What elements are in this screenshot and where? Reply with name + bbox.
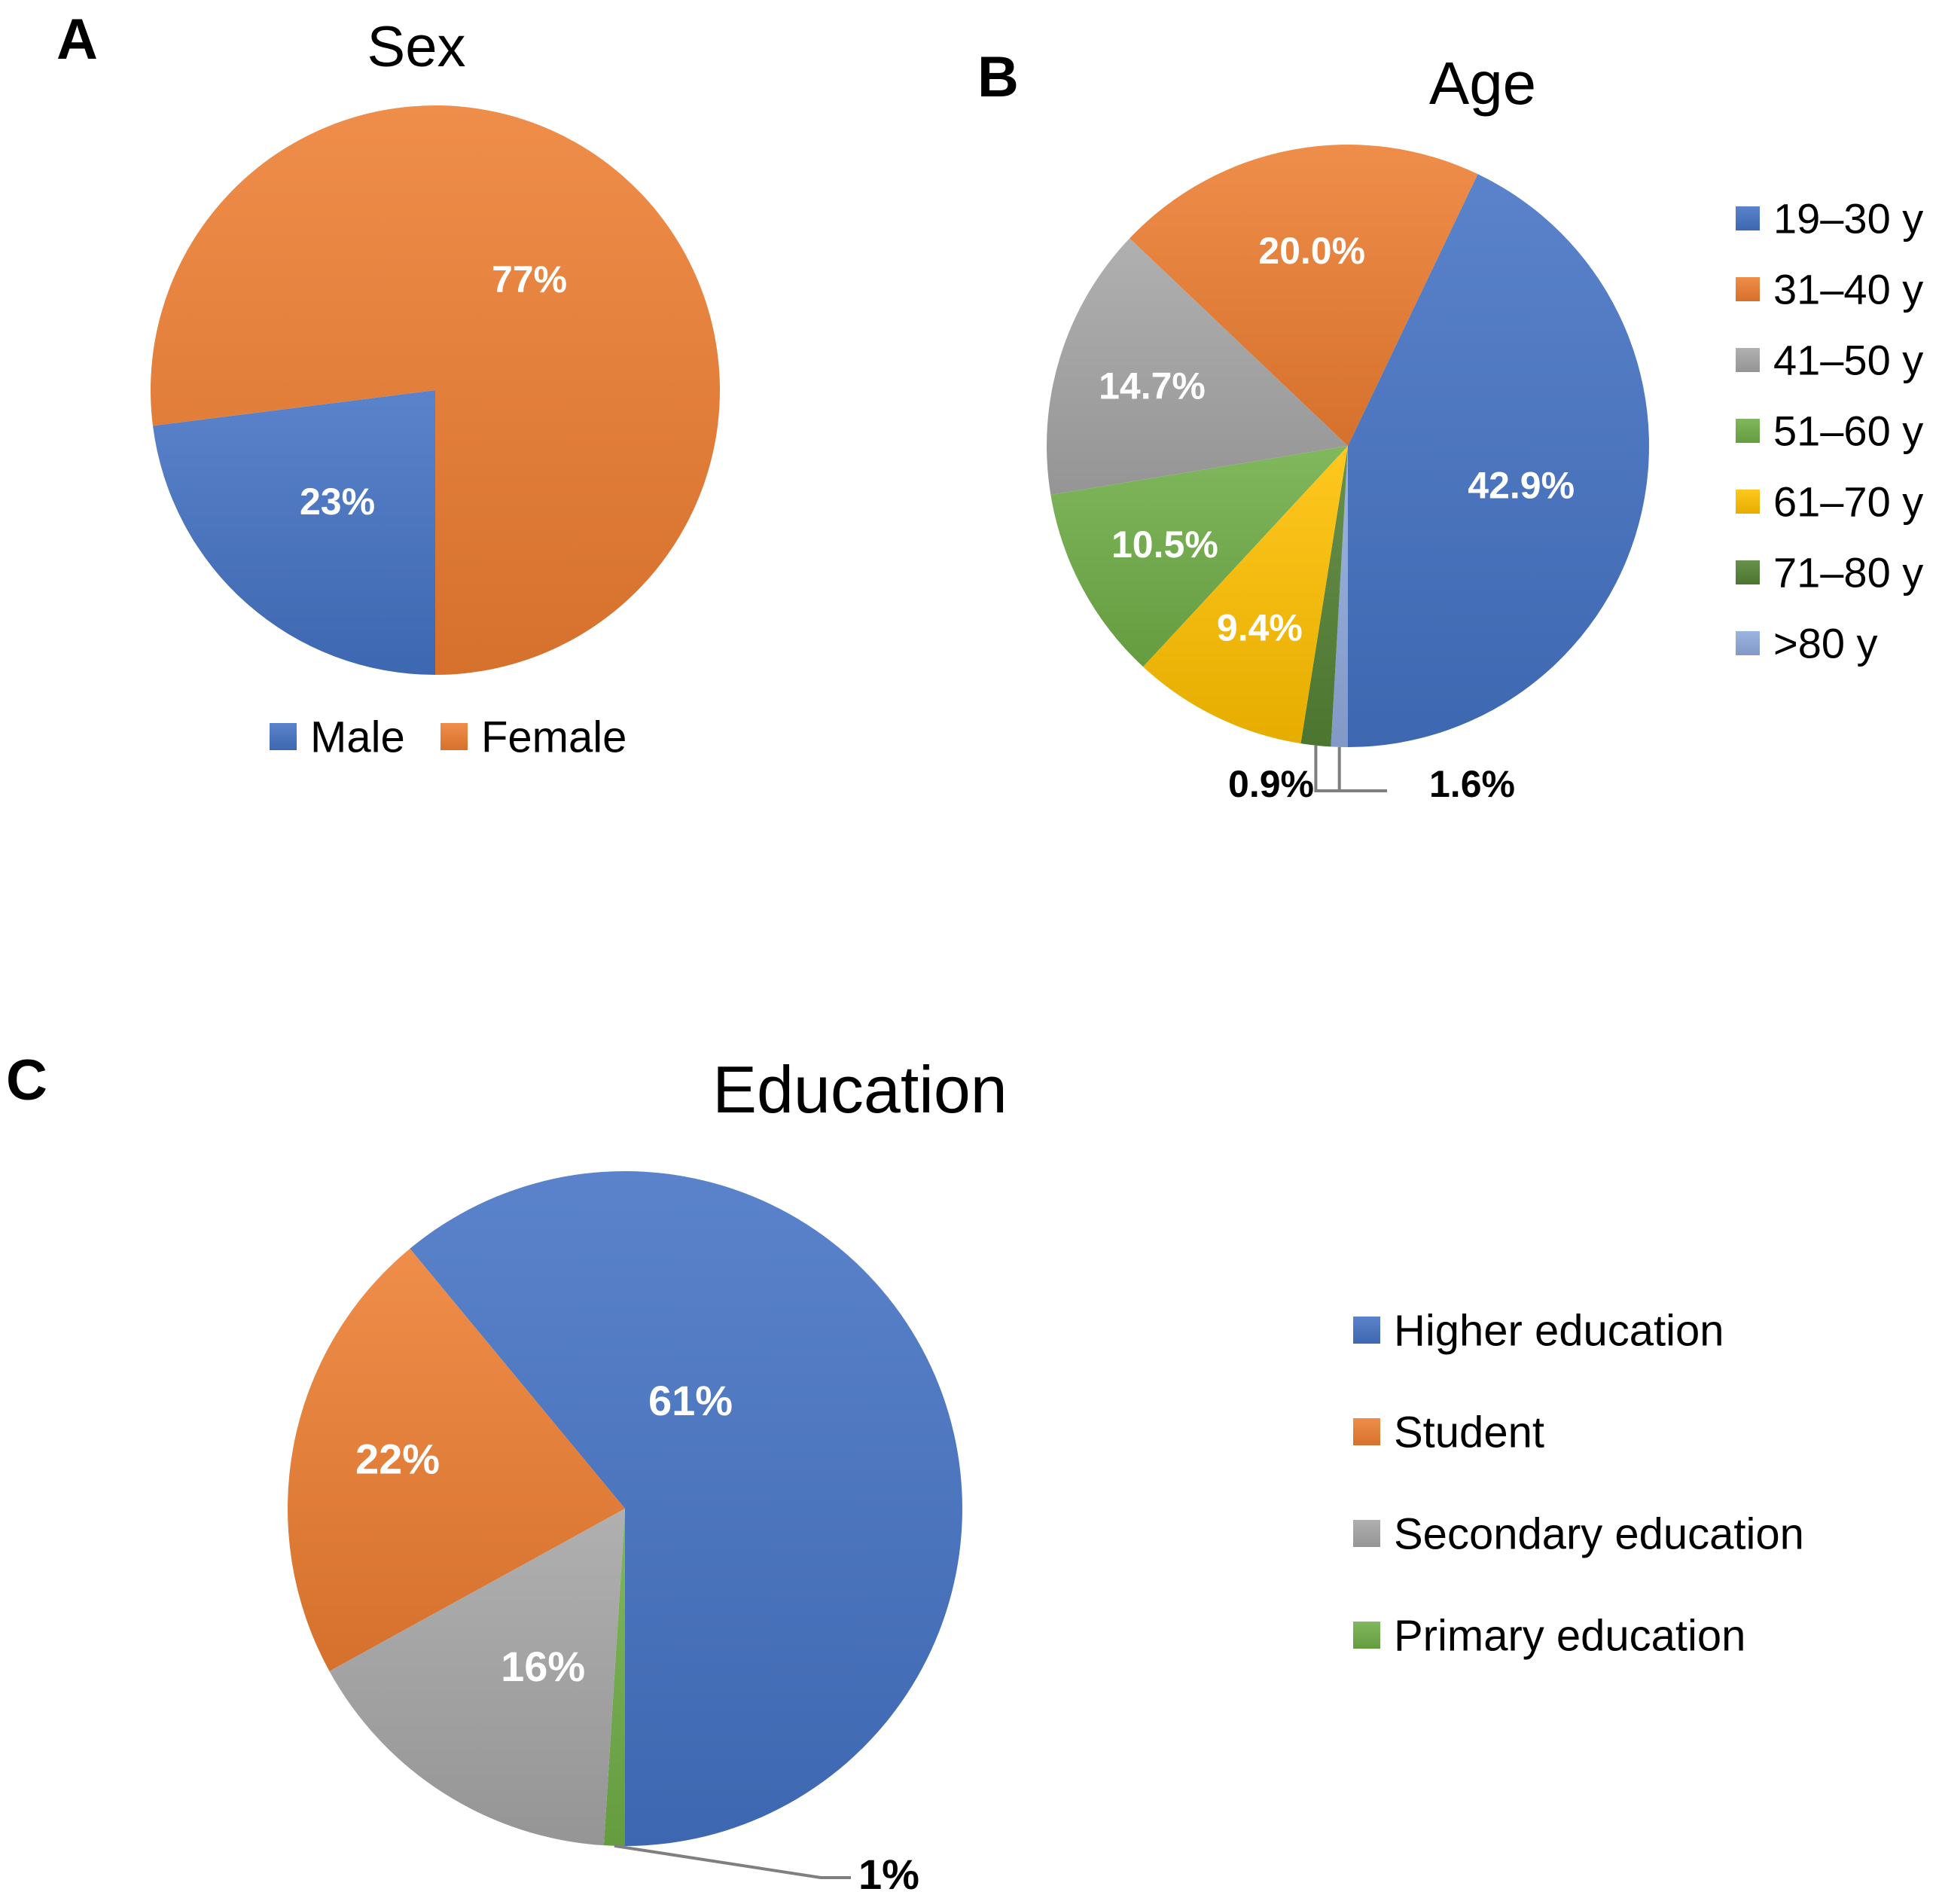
legend-swatch-student xyxy=(1353,1418,1380,1445)
data-label-51-60-y: 10.5% xyxy=(1111,523,1218,566)
pie-slice-71-80-y xyxy=(1300,446,1348,747)
pie-slice-51-60-y xyxy=(1050,446,1348,667)
pie-slice-31-40-y xyxy=(1130,145,1478,446)
panel-letter-a: A xyxy=(56,8,98,72)
pie-slice-male xyxy=(152,390,436,676)
pie-age-labels: 42.9% 20.0% 14.7% 10.5% 9.4% 1.6% 0.9% xyxy=(1099,230,1575,805)
pie-slice-student xyxy=(287,1248,625,1671)
pie-slice-secondary-education xyxy=(329,1509,625,1846)
pie-age xyxy=(1047,145,1649,747)
panel-b-age-chart: B Age 42.9% 20.0% 14.7% 10.5% 9.4% 1.6% 0.9% 1… xyxy=(977,45,1923,805)
data-label-41-50-y: 14.7% xyxy=(1099,365,1206,407)
legend-item-female: Female xyxy=(441,712,627,761)
pie-slice-higher-education xyxy=(410,1171,962,1846)
legend-label-19-30-y: 19–30 y xyxy=(1773,195,1923,243)
chart-title-age: Age xyxy=(1429,50,1536,117)
pie-slice-80-y xyxy=(1331,446,1348,747)
pie-education-leader-lines xyxy=(614,1844,851,1879)
legend-item-41-50-y: 41–50 y xyxy=(1736,337,1923,384)
data-label-student: 22% xyxy=(355,1435,440,1482)
legend-swatch-31-40-y xyxy=(1736,277,1760,301)
legend-swatch-female xyxy=(441,723,468,750)
data-label-19-30-y: 42.9% xyxy=(1468,465,1575,507)
chart-title-education: Education xyxy=(712,1052,1007,1127)
legend-label-primary-education: Primary education xyxy=(1394,1611,1745,1660)
panel-letter-b: B xyxy=(977,45,1019,109)
legend-swatch-19-30-y xyxy=(1736,206,1760,230)
data-label-80-y: 0.9% xyxy=(1228,763,1314,805)
legend-label-male: Male xyxy=(310,712,405,761)
legend-label-51-60-y: 51–60 y xyxy=(1773,407,1923,455)
legend-item-80-y: >80 y xyxy=(1736,620,1878,667)
pie-age-leader-lines xyxy=(1314,745,1387,792)
pie-slice-female xyxy=(150,105,720,676)
legend-label-61-70-y: 61–70 y xyxy=(1773,478,1923,526)
panel-letter-c: C xyxy=(6,1048,47,1112)
pie-slice-primary-education xyxy=(603,1509,625,1847)
data-label-female: 77% xyxy=(492,258,567,301)
legend-item-61-70-y: 61–70 y xyxy=(1736,478,1923,526)
legend-label-31-40-y: 31–40 y xyxy=(1773,266,1923,313)
legend-label-71-80-y: 71–80 y xyxy=(1773,549,1923,597)
legend-label-41-50-y: 41–50 y xyxy=(1773,337,1923,384)
pie-education xyxy=(287,1171,962,1847)
legend-label-higher-education: Higher education xyxy=(1394,1306,1724,1355)
legend-item-19-30-y: 19–30 y xyxy=(1736,195,1923,243)
data-label-male: 23% xyxy=(300,481,375,523)
pie-slice-41-50-y xyxy=(1047,238,1348,496)
legend-sex: Male Female xyxy=(270,712,627,761)
legend-swatch-higher-education xyxy=(1353,1317,1380,1344)
legend-swatch-41-50-y xyxy=(1736,348,1760,372)
legend-label-student: Student xyxy=(1394,1408,1544,1457)
data-label-primary-education: 1% xyxy=(858,1851,919,1898)
data-label-71-80-y: 1.6% xyxy=(1429,763,1515,805)
legend-label-secondary-education: Secondary education xyxy=(1394,1509,1804,1558)
data-label-31-40-y: 20.0% xyxy=(1258,230,1365,272)
leader-line-71-80-y xyxy=(1314,745,1387,792)
panel-c-education-chart: C Education 61% 22% 16% 1% Higher education… xyxy=(6,1048,1804,1898)
pie-slice-19-30-y xyxy=(1348,174,1649,747)
leader-line-primary-education xyxy=(614,1844,851,1879)
legend-swatch-80-y xyxy=(1736,631,1760,655)
legend-item-student: Student xyxy=(1353,1408,1544,1457)
legend-item-31-40-y: 31–40 y xyxy=(1736,266,1923,313)
legend-item-primary-education: Primary education xyxy=(1353,1611,1745,1660)
panel-a-sex-chart: A Sex 23% 77% Male Female xyxy=(56,8,720,761)
legend-swatch-61-70-y xyxy=(1736,490,1760,514)
chart-title-sex: Sex xyxy=(367,15,466,79)
legend-item-secondary-education: Secondary education xyxy=(1353,1509,1804,1558)
data-label-61-70-y: 9.4% xyxy=(1217,607,1303,649)
legend-education: Higher education Student Secondary educati… xyxy=(1353,1306,1804,1660)
data-label-higher-education: 61% xyxy=(648,1377,733,1424)
legend-swatch-secondary-education xyxy=(1353,1520,1380,1547)
legend-item-51-60-y: 51–60 y xyxy=(1736,407,1923,455)
legend-item-higher-education: Higher education xyxy=(1353,1306,1724,1355)
legend-swatch-primary-education xyxy=(1353,1622,1380,1649)
legend-label-female: Female xyxy=(481,712,627,761)
legend-swatch-51-60-y xyxy=(1736,419,1760,443)
legend-item-71-80-y: 71–80 y xyxy=(1736,549,1923,597)
data-label-secondary-education: 16% xyxy=(501,1643,585,1690)
legend-age: 19–30 y 31–40 y 41–50 y 51–60 y 61–70 y 71–80… xyxy=(1736,195,1923,667)
legend-swatch-male xyxy=(270,723,297,750)
pie-education-labels: 61% 22% 16% 1% xyxy=(355,1377,919,1898)
pie-sex-labels: 23% 77% xyxy=(300,258,567,523)
leader-line-80-y xyxy=(1319,746,1341,792)
legend-item-male: Male xyxy=(270,712,405,761)
pie-slice-61-70-y xyxy=(1143,446,1348,744)
pie-sex xyxy=(150,105,720,676)
legend-label-80-y: >80 y xyxy=(1773,620,1878,667)
legend-swatch-71-80-y xyxy=(1736,560,1760,584)
